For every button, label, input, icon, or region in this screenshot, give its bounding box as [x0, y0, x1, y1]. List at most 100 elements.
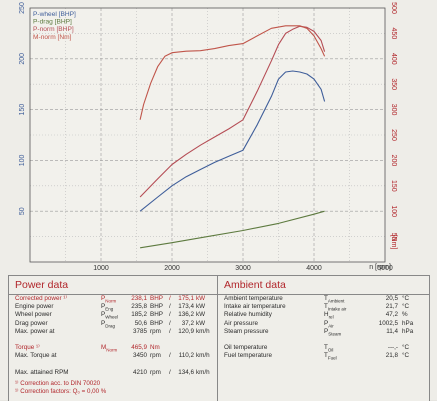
ambient-data-rows: Ambient temperature TAmbient 20,5 °C Intake … — [218, 295, 429, 361]
power-row: Corrected power ¹⁾ PNorm 238,1 BHP / 175,1 kW — [9, 295, 217, 303]
power-row: Max. power at 3785 rpm / 120,9 km/h — [9, 328, 217, 336]
power-row-value: 465,9 — [131, 344, 147, 352]
ambient-row: Relative humidity Hrel 47,2% — [218, 311, 429, 319]
left-tick-label: 200 — [19, 53, 26, 65]
ambient-row-label: Ambient temperature — [224, 295, 283, 302]
symbol-subscript: Norm — [106, 347, 118, 353]
ambient-row-unit: °C — [402, 295, 410, 302]
power-row-value: 3450 — [132, 352, 147, 360]
ambient-data-title: Ambient data — [218, 276, 429, 295]
power-data-title: Power data — [9, 276, 217, 295]
right-tick-label: 200 — [390, 155, 397, 167]
ambient-row-unit: hPa — [402, 327, 414, 335]
right-tick-label: 150 — [390, 180, 397, 192]
power-row-label: Torque ¹⁾ — [15, 344, 40, 352]
symbol-subscript: Wheel — [105, 314, 118, 320]
ambient-row-unit: °C — [402, 303, 410, 311]
symbol-subscript: Intake air — [327, 306, 347, 312]
series-line — [140, 210, 325, 249]
power-row-unit: BHP — [150, 311, 163, 319]
power-row-value-2: 110,2 — [178, 352, 194, 360]
footnote: ¹⁾ Correction acc. to DIN 70020 — [15, 380, 101, 387]
power-row-separator: / — [169, 319, 171, 327]
power-row: Engine power PEng 235,8 BHP / 173,4 kW — [9, 303, 217, 311]
footnote: ¹⁾ Correction factors: Q₀ = 0,00 % — [15, 388, 107, 395]
power-row-unit: rpm — [150, 368, 161, 376]
power-row: Max. attained RPM 4210 rpm / 134,6 km/h — [9, 369, 217, 377]
series-line — [139, 70, 326, 212]
power-row-symbol: PWheel — [101, 311, 118, 320]
right-tick-label: 50 — [390, 233, 397, 241]
power-row-symbol: PDrag — [101, 319, 115, 328]
symbol-subscript: Fuel — [327, 355, 337, 361]
ambient-row: Oil temperature TOil ---,- °C — [218, 344, 429, 352]
power-row-separator: / — [169, 368, 171, 376]
data-tables: Power data Corrected power ¹⁾ PNorm 238,1 B… — [8, 275, 430, 401]
legend-entry: P-norm [BHP] — [33, 26, 74, 33]
power-row-symbol: PNorm — [101, 295, 117, 304]
right-tick-label: 400 — [390, 53, 397, 65]
power-row-label: Drag power — [15, 319, 48, 327]
power-row-value-2: 120,9 — [178, 327, 194, 335]
ambient-row-unit: °C — [402, 352, 410, 360]
power-row-value: 4210 — [132, 368, 147, 376]
power-data-notes: ¹⁾ Correction acc. to DIN 70020 ¹⁾ Correc… — [15, 380, 106, 396]
ambient-row-value: 21,8 — [385, 352, 398, 360]
power-row-label: Max. Torque at — [15, 352, 57, 360]
power-row-label: Wheel power — [15, 311, 52, 319]
power-row: Torque ¹⁾ MNorm 465,9 Nm — [9, 344, 217, 352]
power-row-unit: BHP — [150, 295, 163, 302]
power-row-value-2: 134,6 — [178, 368, 194, 376]
ambient-row-symbol: TFuel — [324, 352, 337, 361]
power-row-unit: Nm — [150, 344, 160, 352]
series-line — [139, 25, 326, 198]
series-line — [139, 25, 326, 120]
symbol-subscript: Ambient — [327, 298, 345, 304]
power-row: Max. Torque at 3450 rpm / 110,2 km/h — [9, 352, 217, 360]
power-row-separator: / — [169, 327, 171, 335]
power-row-symbol: MNorm — [101, 344, 118, 353]
symbol-subscript: rel — [328, 314, 334, 320]
power-row-unit-2: kW — [196, 319, 206, 327]
power-row-value: 235,8 — [131, 303, 147, 311]
x-tick-label: 3000 — [235, 265, 251, 272]
x-axis-label: n [rpm] — [369, 264, 391, 271]
power-row-separator: / — [169, 311, 171, 319]
legend-entry: M-norm [Nm] — [33, 34, 72, 41]
right-tick-label: 450 — [390, 28, 397, 40]
ambient-row-value: ---,- — [387, 344, 398, 352]
plot-frame — [29, 7, 386, 263]
ambient-row-value: 21,7 — [385, 303, 398, 311]
x-tick-label: 2000 — [164, 265, 180, 272]
ambient-data-panel: Ambient data Ambient temperature TAmbient… — [218, 276, 429, 401]
power-row-separator: / — [169, 352, 171, 360]
ambient-row-symbol: TIntake air — [324, 303, 347, 312]
power-data-panel: Power data Corrected power ¹⁾ PNorm 238,1 B… — [9, 276, 218, 401]
power-row-unit-2: km/h — [196, 327, 210, 335]
power-row — [9, 361, 217, 369]
ambient-row-unit: hPa — [402, 319, 414, 327]
ambient-row: Ambient temperature TAmbient 20,5 °C — [218, 295, 429, 303]
ambient-row — [218, 336, 429, 344]
ambient-row-label: Intake air temperature — [224, 303, 286, 311]
ambient-row-label: Fuel temperature — [224, 352, 272, 360]
x-tick-label: 4000 — [306, 265, 322, 272]
symbol-subscript: Steam — [328, 331, 342, 336]
power-row-value-2: 37,2 — [181, 319, 194, 327]
ambient-row-unit: °C — [402, 344, 410, 352]
ambient-row-value: 11,4 — [386, 327, 398, 335]
power-row-unit-2: kW — [196, 311, 206, 319]
left-tick-label: 100 — [19, 154, 26, 166]
ambient-row-symbol: TAmbient — [324, 295, 345, 304]
power-row-label: Max. power at — [15, 327, 55, 335]
ambient-row: Intake air temperature TIntake air 21,7 °C — [218, 303, 429, 311]
ambient-row-value: 20,5 — [385, 295, 398, 302]
x-tick-label: 1000 — [93, 265, 109, 272]
ambient-row-label: Steam pressure — [224, 327, 269, 335]
power-row-value: 50,6 — [134, 319, 147, 327]
right-tick-label: 250 — [390, 129, 397, 141]
ambient-row: Fuel temperature TFuel 21,8 °C — [218, 352, 429, 360]
power-row-label: Engine power — [15, 303, 54, 311]
power-row — [9, 336, 217, 344]
